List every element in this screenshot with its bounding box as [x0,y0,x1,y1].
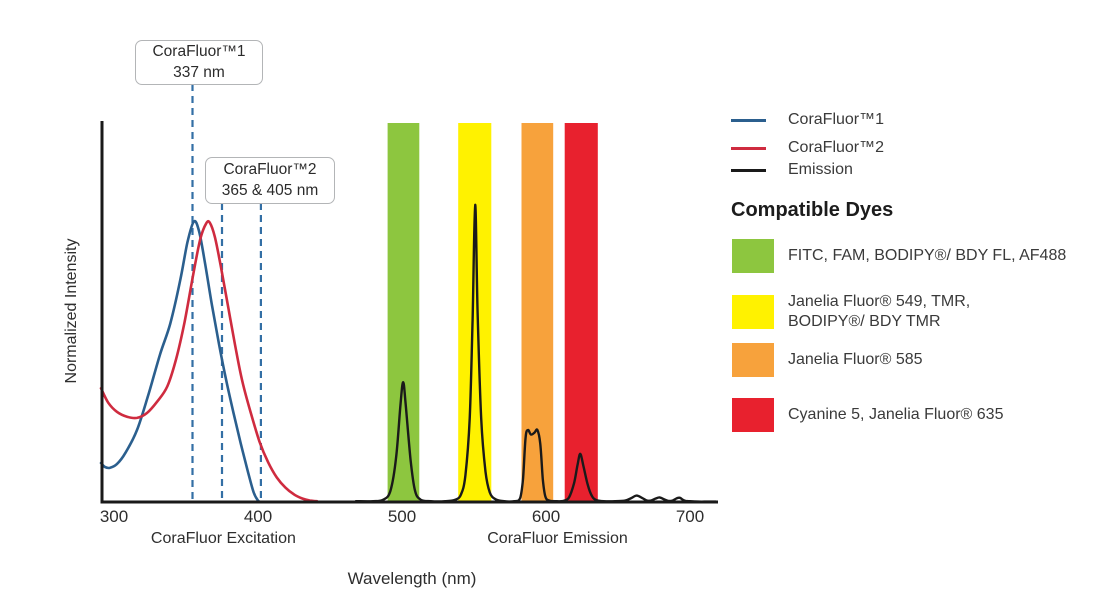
dye-label-green: FITC, FAM, BODIPY®/ BDY FL, AF488 [788,247,1067,265]
curve-corafluor1 [99,219,262,504]
x-axis-title: Wavelength (nm) [348,569,477,588]
axis-sublabel-1: CoraFluor Emission [487,530,627,547]
axes-layer [100,121,718,504]
dye-row-yellow: Janelia Fluor® 549, TMR, BODIPY®/ BDY TM… [732,292,970,331]
dye-band-green [387,123,420,503]
dye-bands-layer [387,123,598,503]
orange-swatch-icon [732,343,774,377]
red-swatch-icon [732,398,774,432]
legend-line-blue-icon [731,118,766,122]
dye-band-red [564,123,598,503]
callout-corafluor1-337nm: CoraFluor™1 337 nm [135,40,263,85]
legend-item-corafluor2: CoraFluor™2 [731,139,884,157]
legend-label-corafluor2: CoraFluor™2 [788,139,885,156]
dye-band-yellow [458,123,492,503]
dye-row-orange: Janelia Fluor® 585 [732,343,923,377]
x-tick-600: 600 [532,507,560,526]
dye-row-green: FITC, FAM, BODIPY®/ BDY FL, AF488 [732,239,1066,273]
legend-item-emission: Emission [731,161,853,179]
x-tick-500: 500 [388,507,416,526]
dye-label-orange: Janelia Fluor® 585 [788,351,923,369]
legend-label-emission: Emission [788,161,853,178]
legend-label-corafluor1: CoraFluor™1 [788,111,885,128]
callout-corafluor2-365-405nm: CoraFluor™2 365 & 405 nm [205,157,335,204]
dye-label-yellow: Janelia Fluor® 549, TMR, BODIPY®/ BDY TM… [788,293,971,330]
compatible-dyes-heading: Compatible Dyes [731,199,894,221]
x-tick-300: 300 [100,507,128,526]
y-axis-title: Normalized Intensity [63,239,80,384]
legend-line-black-icon [731,168,766,172]
legend-item-corafluor1: CoraFluor™1 [731,111,884,129]
green-swatch-icon [732,239,774,273]
legend-line-red-icon [731,146,766,150]
curve-corafluor2 [99,219,319,503]
tick-labels-layer: 300 400 500 600 700 CoraFluor Excitation CoraF… [100,507,704,547]
dye-label-red: Cyanine 5, Janelia Fluor® 635 [788,406,1004,424]
dashed-markers-layer [191,84,262,502]
axis-sublabel-0: CoraFluor Excitation [151,530,296,547]
x-tick-700: 700 [676,507,704,526]
yellow-swatch-icon [732,294,774,329]
dye-band-orange [521,123,554,503]
x-tick-400: 400 [244,507,272,526]
dye-row-red: Cyanine 5, Janelia Fluor® 635 [732,398,1003,432]
